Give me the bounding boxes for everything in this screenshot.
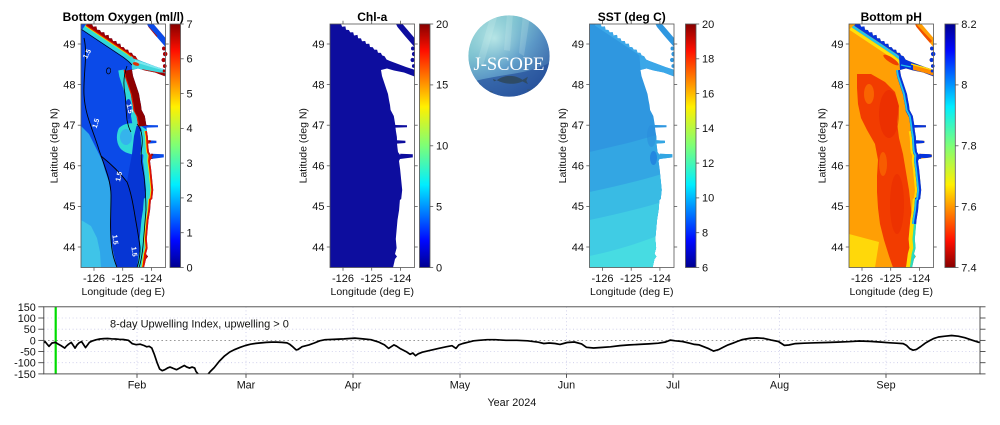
svg-text:20: 20 <box>702 19 714 31</box>
svg-text:Sep: Sep <box>876 380 895 392</box>
svg-text:100: 100 <box>18 313 36 325</box>
svg-text:44: 44 <box>572 242 584 254</box>
svg-text:1.5: 1.5 <box>92 118 102 130</box>
svg-text:8.2: 8.2 <box>961 19 976 31</box>
svg-text:Latitude (deg N): Latitude (deg N) <box>298 108 310 183</box>
svg-text:46: 46 <box>831 161 843 173</box>
svg-text:50: 50 <box>24 324 36 336</box>
svg-text:Latitude (deg N): Latitude (deg N) <box>817 108 829 183</box>
svg-text:Feb: Feb <box>128 380 147 392</box>
svg-text:44: 44 <box>831 242 843 254</box>
svg-text:Latitude (deg N): Latitude (deg N) <box>49 108 61 183</box>
svg-text:-100: -100 <box>14 358 36 370</box>
svg-text:7: 7 <box>187 19 193 31</box>
svg-text:48: 48 <box>312 79 324 91</box>
svg-text:47: 47 <box>312 120 324 132</box>
svg-text:Bottom pH: Bottom pH <box>861 10 922 24</box>
svg-text:8: 8 <box>961 80 967 92</box>
svg-text:0: 0 <box>187 262 193 274</box>
svg-text:-126: -126 <box>332 273 354 285</box>
svg-text:-125: -125 <box>361 273 383 285</box>
svg-text:12: 12 <box>702 158 714 170</box>
svg-text:0: 0 <box>30 335 36 347</box>
svg-text:44: 44 <box>312 242 324 254</box>
svg-text:4: 4 <box>187 123 193 135</box>
svg-text:J-SCOPE: J-SCOPE <box>474 55 545 75</box>
svg-text:-124: -124 <box>140 273 162 285</box>
svg-text:Aug: Aug <box>770 380 789 392</box>
svg-text:47: 47 <box>831 120 843 132</box>
svg-text:Longitude (deg E): Longitude (deg E) <box>850 286 933 298</box>
svg-text:46: 46 <box>63 161 75 173</box>
svg-text:Chl-a: Chl-a <box>357 10 387 24</box>
svg-text:46: 46 <box>572 161 584 173</box>
svg-text:1.5: 1.5 <box>125 103 134 114</box>
svg-text:44: 44 <box>63 242 75 254</box>
svg-text:Bottom Oxygen (ml/l): Bottom Oxygen (ml/l) <box>63 10 184 24</box>
svg-text:1.5: 1.5 <box>82 48 93 60</box>
svg-text:7.4: 7.4 <box>961 262 976 274</box>
svg-text:2: 2 <box>187 193 193 205</box>
svg-text:48: 48 <box>572 79 584 91</box>
svg-text:-124: -124 <box>389 273 411 285</box>
svg-text:48: 48 <box>831 79 843 91</box>
svg-text:-124: -124 <box>908 273 930 285</box>
svg-text:Latitude (deg N): Latitude (deg N) <box>557 108 569 183</box>
svg-text:Mar: Mar <box>237 380 256 392</box>
svg-text:47: 47 <box>572 120 584 132</box>
svg-text:7.6: 7.6 <box>961 201 976 213</box>
svg-text:-150: -150 <box>14 369 36 381</box>
svg-text:Year 2024: Year 2024 <box>487 397 536 409</box>
svg-text:1.5: 1.5 <box>110 234 118 245</box>
svg-text:45: 45 <box>831 201 843 213</box>
svg-text:1.5: 1.5 <box>129 246 137 257</box>
svg-text:-125: -125 <box>620 273 642 285</box>
svg-text:-124: -124 <box>649 273 671 285</box>
svg-text:150: 150 <box>18 302 36 314</box>
svg-text:45: 45 <box>572 201 584 213</box>
svg-text:7.8: 7.8 <box>961 141 976 153</box>
svg-text:16: 16 <box>702 88 714 100</box>
svg-text:1.5: 1.5 <box>115 171 124 182</box>
svg-text:49: 49 <box>312 39 324 51</box>
svg-text:-126: -126 <box>591 273 613 285</box>
svg-text:1: 1 <box>187 228 193 240</box>
svg-text:Apr: Apr <box>345 380 362 392</box>
svg-text:47: 47 <box>63 120 75 132</box>
svg-text:8: 8 <box>702 228 708 240</box>
svg-text:Longitude (deg E): Longitude (deg E) <box>82 286 165 298</box>
svg-text:SST (deg C): SST (deg C) <box>598 10 666 24</box>
svg-text:6: 6 <box>702 262 708 274</box>
svg-text:Jul: Jul <box>666 380 680 392</box>
svg-text:May: May <box>450 380 471 392</box>
svg-text:10: 10 <box>436 141 448 153</box>
svg-text:14: 14 <box>702 123 714 135</box>
svg-text:49: 49 <box>63 39 75 51</box>
svg-text:45: 45 <box>63 201 75 213</box>
svg-text:20: 20 <box>436 19 448 31</box>
svg-text:45: 45 <box>312 201 324 213</box>
svg-text:46: 46 <box>312 161 324 173</box>
svg-text:49: 49 <box>831 39 843 51</box>
svg-text:Longitude (deg E): Longitude (deg E) <box>590 286 673 298</box>
svg-text:-126: -126 <box>83 273 105 285</box>
svg-text:-125: -125 <box>880 273 902 285</box>
svg-text:18: 18 <box>702 54 714 66</box>
svg-text:-126: -126 <box>851 273 873 285</box>
svg-text:-125: -125 <box>112 273 134 285</box>
svg-text:Jun: Jun <box>558 380 575 392</box>
svg-text:49: 49 <box>572 39 584 51</box>
svg-text:5: 5 <box>187 88 193 100</box>
svg-text:6: 6 <box>187 54 193 66</box>
svg-text:5: 5 <box>436 201 442 213</box>
svg-text:10: 10 <box>702 193 714 205</box>
svg-text:Longitude (deg E): Longitude (deg E) <box>331 286 414 298</box>
svg-text:0: 0 <box>436 262 442 274</box>
svg-text:3: 3 <box>187 158 193 170</box>
svg-text:8-day Upwelling Index, upwelli: 8-day Upwelling Index, upwelling > 0 <box>110 319 289 331</box>
svg-text:-50: -50 <box>20 347 36 359</box>
svg-text:15: 15 <box>436 80 448 92</box>
svg-text:48: 48 <box>63 79 75 91</box>
